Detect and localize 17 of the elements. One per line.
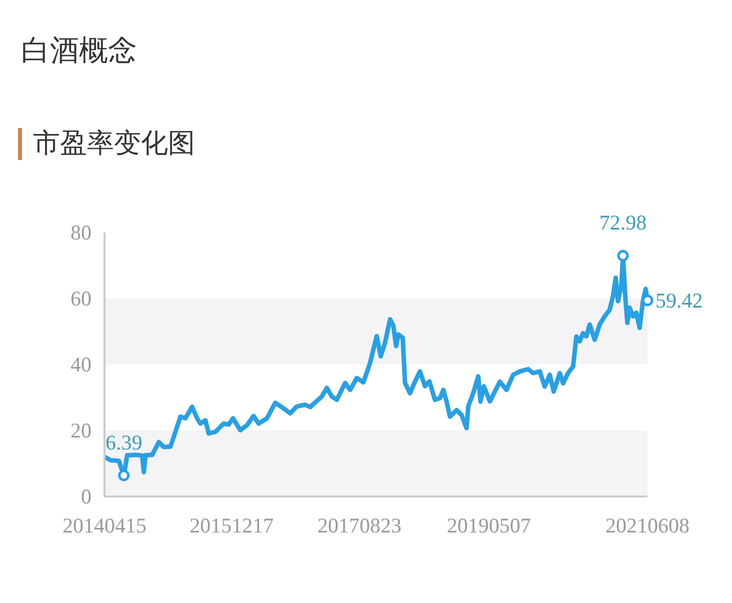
annotation: 59.42 — [656, 288, 703, 312]
x-tick-label: 20190507 — [446, 514, 531, 538]
y-tick-label: 60 — [70, 286, 92, 310]
y-tick-label: 0 — [81, 484, 92, 508]
y-tick-label: 40 — [70, 352, 92, 376]
x-tick-label: 20140415 — [62, 514, 146, 538]
x-tick-label: 20170823 — [317, 514, 402, 538]
y-tick-label: 80 — [70, 220, 92, 244]
x-tick-label: 20210608 — [606, 514, 690, 538]
annotation: 72.98 — [599, 210, 647, 235]
x-tick-label: 20151217 — [190, 514, 274, 538]
point — [617, 250, 629, 262]
y-tick-label: 20 — [70, 418, 92, 442]
point — [118, 470, 130, 482]
chart-subtitle: 市盈率变化图 — [18, 128, 195, 160]
chart-title: 白酒概念 — [20, 32, 137, 69]
annotation: 6.39 — [105, 430, 142, 454]
